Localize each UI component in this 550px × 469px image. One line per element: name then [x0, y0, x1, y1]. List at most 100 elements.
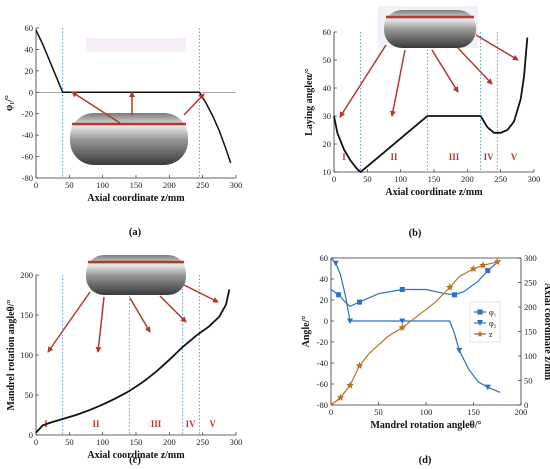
y-tick-label: 10 [323, 167, 332, 177]
marker-z [398, 323, 407, 331]
arrow-b1 [339, 44, 387, 118]
y2-tick-label: 300 [524, 253, 537, 263]
vessel-illustration-c [47, 255, 219, 353]
series-line-0 [35, 29, 232, 164]
x-tick-label: 200 [461, 174, 474, 184]
x-tick-label: 0 [329, 407, 333, 417]
x-tick-label: 300 [528, 174, 541, 184]
marker-phi1 [452, 292, 457, 298]
y2-tick-label: 250 [524, 278, 537, 288]
legend-label-phi1: φ₁ [489, 308, 497, 317]
marker-phi1 [399, 287, 405, 292]
y-axis-label: Mandrel rotation angleθ/° [6, 299, 17, 410]
y2-tick-label: 200 [524, 302, 537, 312]
x-tick-label: 100 [394, 174, 407, 184]
y-tick-label: 20 [25, 66, 34, 76]
region-label-ii: II [390, 152, 398, 162]
y2-axis-label: Axial coordinate z/mm [542, 283, 550, 381]
vessel-illustration-a [70, 38, 205, 165]
y-tick-label: 0 [324, 316, 328, 326]
region-label-i: I [342, 152, 346, 162]
y-tick-label: 100 [20, 350, 33, 360]
y-tick-label: 20 [320, 295, 329, 305]
y-tick-label: -20 [317, 337, 328, 347]
x-tick-label: 50 [65, 437, 74, 447]
y-tick-label: 0 [29, 87, 33, 97]
y-tick-label: 60 [320, 253, 329, 263]
marker-z [355, 361, 364, 370]
legend-label-phi2: φ₂ [489, 319, 497, 328]
caption-c: (c) [129, 455, 141, 466]
panel-a: 0 50 100 150 200 250 300 -80 -60 -40 -20 0 20 40 60 Axi… [4, 23, 242, 238]
arrow-c4 [159, 295, 187, 323]
x-tick-label: 150 [130, 180, 143, 190]
y-tick-label: -40 [317, 358, 328, 368]
x-tick-label: 50 [363, 174, 372, 184]
vessel-illustration-b [339, 6, 519, 118]
region-label-iii: III [151, 419, 162, 429]
arrow-b4 [457, 47, 493, 85]
legend-marker-phi2 [477, 320, 483, 326]
y-axis-label: Angle/° [301, 316, 312, 348]
x-tick-label: 250 [494, 174, 507, 184]
legend-d: φ₁ φ₂ z [469, 301, 501, 343]
plot-d: 0 50 100 150 200 -80 -60 -40 -20 0 20 40 60 Mandrel r… [301, 253, 550, 431]
y2-tick-label: 150 [524, 327, 537, 337]
legend-marker-phi1 [477, 309, 483, 315]
region-label-ii: II [92, 419, 100, 429]
x-tick-label: 100 [420, 407, 433, 417]
marker-phi2 [399, 318, 406, 324]
marker-phi2 [484, 384, 491, 391]
marker-phi2 [332, 260, 339, 267]
marker-phi1 [485, 268, 491, 274]
x-tick-label: 150 [130, 437, 143, 447]
series-line-2 [330, 261, 498, 406]
region-label-v: V [209, 419, 216, 429]
marker-phi1 [357, 299, 362, 305]
x-tick-label: 50 [65, 180, 74, 190]
y-tick-label: 40 [320, 274, 329, 284]
legend-label-z: z [489, 330, 493, 339]
x-tick-label: 200 [515, 407, 528, 417]
y-tick-label: 50 [323, 55, 332, 65]
x-tick-label: 200 [163, 180, 176, 190]
x-tick-label: 300 [230, 437, 243, 447]
region-label-iv: IV [484, 152, 495, 162]
x-tick-label: 0 [34, 180, 38, 190]
y-tick-label: -80 [22, 173, 33, 183]
series-line-0 [333, 37, 529, 174]
y-tick-label: 150 [20, 310, 33, 320]
x-tick-label: 0 [332, 174, 336, 184]
plot-a: 0 50 100 150 200 250 300 -80 -60 -40 -20 0 20 40 60 Axi… [4, 23, 242, 204]
y-axis-label: φ₁/° [4, 95, 15, 111]
y-tick-label: -60 [22, 152, 33, 162]
series-line-0 [330, 259, 501, 308]
legend-box [469, 301, 501, 343]
x-tick-label: 100 [96, 180, 109, 190]
marker-z [469, 264, 478, 273]
y-tick-label: 40 [323, 83, 332, 93]
arrow-a1 [71, 91, 121, 124]
x-tick-label: 250 [196, 437, 209, 447]
marker-phi1 [336, 292, 342, 298]
x-tick-label: 150 [428, 174, 441, 184]
y-tick-label: -60 [317, 379, 328, 389]
series-line-0 [35, 289, 231, 434]
y-tick-label: 30 [323, 111, 332, 121]
y-tick-label: 200 [20, 270, 33, 280]
x-axis-label: Mandrel rotation angleθ/° [370, 420, 481, 431]
marker-z [479, 261, 487, 269]
arrow-b5 [475, 34, 519, 61]
y2-tick-label: 100 [524, 351, 537, 361]
y-tick-label: -80 [317, 400, 328, 410]
y2-tick-label: 50 [524, 376, 533, 386]
region-label-iii: III [449, 152, 460, 162]
x-axis-label: Axial coordinate z/mm [385, 187, 483, 198]
marker-phi2 [456, 347, 463, 354]
x-axis-label: Axial coordinate z/mm [87, 193, 185, 204]
